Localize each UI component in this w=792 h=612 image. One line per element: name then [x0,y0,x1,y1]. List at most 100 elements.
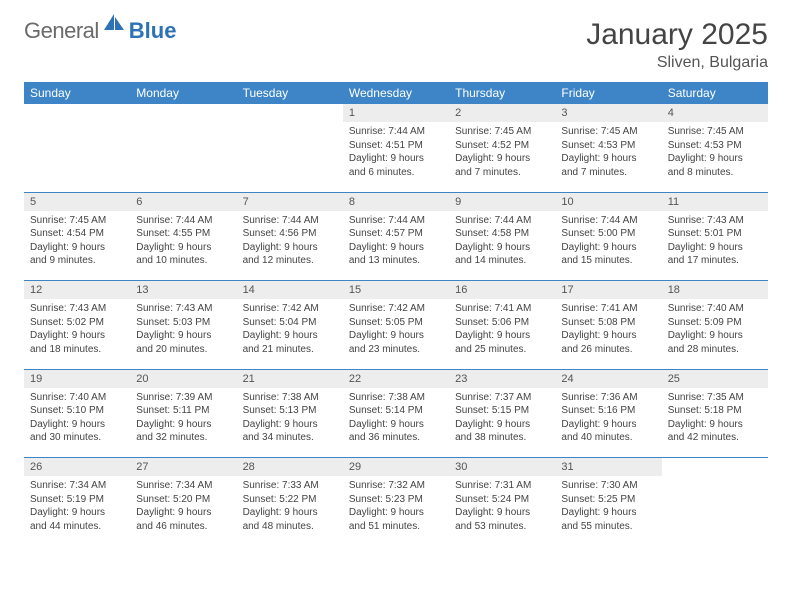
sunset-line: Sunset: 4:57 PM [349,227,443,241]
sunset-value: 5:08 PM [598,317,635,328]
sunset-value: 5:10 PM [67,405,104,416]
day-number: 10 [555,193,661,211]
day-details: Sunrise: 7:44 AMSunset: 4:55 PMDaylight:… [130,211,236,274]
sunrise-line: Sunrise: 7:32 AM [349,479,443,493]
daylight-minutes: 17 [687,255,698,266]
sunset-value: 5:05 PM [386,317,423,328]
day-details: Sunrise: 7:45 AMSunset: 4:53 PMDaylight:… [555,122,661,185]
sunrise-line: Sunrise: 7:45 AM [455,125,549,139]
daylight-line: Daylight: 9 hours and 25 minutes. [455,329,549,356]
sunset-value: 4:53 PM [704,140,741,151]
day-number: 22 [343,370,449,388]
sunset-value: 5:16 PM [598,405,635,416]
day-number: 31 [555,458,661,476]
day-details: Sunrise: 7:41 AMSunset: 5:06 PMDaylight:… [449,299,555,362]
sunrise-value: 7:44 AM [176,215,213,226]
day-number: 27 [130,458,236,476]
daylight-line: Daylight: 9 hours and 14 minutes. [455,241,549,268]
day-number: 8 [343,193,449,211]
daylight-hours: 9 [391,330,397,341]
sunrise-line: Sunrise: 7:44 AM [349,214,443,228]
sunset-line: Sunset: 5:13 PM [243,404,337,418]
day-details: Sunrise: 7:39 AMSunset: 5:11 PMDaylight:… [130,388,236,451]
sunset-line: Sunset: 5:25 PM [561,493,655,507]
daylight-minutes: 40 [581,432,592,443]
daylight-hours: 9 [284,419,290,430]
daylight-hours: 9 [497,507,503,518]
daylight-line: Daylight: 9 hours and 44 minutes. [30,506,124,533]
daylight-hours: 9 [709,419,715,430]
day-details: Sunrise: 7:44 AMSunset: 4:58 PMDaylight:… [449,211,555,274]
sunrise-line: Sunrise: 7:44 AM [349,125,443,139]
day-details: Sunrise: 7:37 AMSunset: 5:15 PMDaylight:… [449,388,555,451]
calendar-cell: 23Sunrise: 7:37 AMSunset: 5:15 PMDayligh… [449,370,555,458]
daylight-minutes: 8 [687,167,693,178]
daylight-minutes: 25 [475,344,486,355]
sunset-line: Sunset: 5:06 PM [455,316,549,330]
weekday-header: Saturday [662,82,768,104]
calendar-cell: 5Sunrise: 7:45 AMSunset: 4:54 PMDaylight… [24,193,130,281]
sunset-line: Sunset: 5:20 PM [136,493,230,507]
daylight-hours: 9 [72,242,78,253]
calendar-cell: 30Sunrise: 7:31 AMSunset: 5:24 PMDayligh… [449,458,555,546]
daylight-hours: 9 [603,419,609,430]
daylight-minutes: 26 [581,344,592,355]
sunrise-value: 7:43 AM [707,215,744,226]
sunrise-line: Sunrise: 7:44 AM [455,214,549,228]
daylight-minutes: 51 [368,521,379,532]
day-number: 15 [343,281,449,299]
calendar-cell: 4Sunrise: 7:45 AMSunset: 4:53 PMDaylight… [662,104,768,192]
sunrise-line: Sunrise: 7:33 AM [243,479,337,493]
daylight-hours: 9 [391,507,397,518]
day-details: Sunrise: 7:30 AMSunset: 5:25 PMDaylight:… [555,476,661,539]
day-details: Sunrise: 7:44 AMSunset: 5:00 PMDaylight:… [555,211,661,274]
daylight-hours: 9 [497,419,503,430]
daylight-minutes: 42 [687,432,698,443]
calendar-cell: 13Sunrise: 7:43 AMSunset: 5:03 PMDayligh… [130,281,236,369]
day-number: 13 [130,281,236,299]
sunset-line: Sunset: 5:03 PM [136,316,230,330]
sunset-line: Sunset: 4:55 PM [136,227,230,241]
sunset-line: Sunset: 4:58 PM [455,227,549,241]
sunset-line: Sunset: 5:16 PM [561,404,655,418]
sunset-value: 5:09 PM [704,317,741,328]
sunrise-line: Sunrise: 7:44 AM [243,214,337,228]
sunset-value: 5:25 PM [598,494,635,505]
sunrise-line: Sunrise: 7:39 AM [136,391,230,405]
sunrise-value: 7:43 AM [176,303,213,314]
sunrise-value: 7:44 AM [388,126,425,137]
weekday-header: Tuesday [237,82,343,104]
sunset-value: 5:18 PM [704,405,741,416]
daylight-hours: 9 [178,330,184,341]
daylight-line: Daylight: 9 hours and 53 minutes. [455,506,549,533]
sunrise-line: Sunrise: 7:34 AM [30,479,124,493]
day-number: 5 [24,193,130,211]
calendar-week-row: 5Sunrise: 7:45 AMSunset: 4:54 PMDaylight… [24,193,768,281]
sunrise-value: 7:45 AM [601,126,638,137]
sunrise-value: 7:42 AM [388,303,425,314]
calendar-cell: 11Sunrise: 7:43 AMSunset: 5:01 PMDayligh… [662,193,768,281]
day-details: Sunrise: 7:43 AMSunset: 5:01 PMDaylight:… [662,211,768,274]
daylight-hours: 9 [603,242,609,253]
sunrise-line: Sunrise: 7:30 AM [561,479,655,493]
weekday-header: Friday [555,82,661,104]
daylight-line: Daylight: 9 hours and 7 minutes. [455,152,549,179]
calendar-week-row: 26Sunrise: 7:34 AMSunset: 5:19 PMDayligh… [24,458,768,546]
day-details: Sunrise: 7:44 AMSunset: 4:57 PMDaylight:… [343,211,449,274]
sunrise-line: Sunrise: 7:45 AM [30,214,124,228]
sunrise-value: 7:34 AM [69,480,106,491]
brand-text-2: Blue [129,18,177,44]
calendar-cell: 6Sunrise: 7:44 AMSunset: 4:55 PMDaylight… [130,193,236,281]
sunrise-value: 7:38 AM [282,392,319,403]
calendar-cell [237,104,343,192]
sunset-line: Sunset: 5:00 PM [561,227,655,241]
sunset-value: 5:00 PM [598,228,635,239]
sunrise-value: 7:40 AM [707,303,744,314]
sunset-line: Sunset: 5:14 PM [349,404,443,418]
sunset-value: 5:13 PM [279,405,316,416]
calendar-cell: 22Sunrise: 7:38 AMSunset: 5:14 PMDayligh… [343,370,449,458]
calendar-cell: 8Sunrise: 7:44 AMSunset: 4:57 PMDaylight… [343,193,449,281]
sunset-value: 4:57 PM [386,228,423,239]
calendar-cell: 27Sunrise: 7:34 AMSunset: 5:20 PMDayligh… [130,458,236,546]
daylight-line: Daylight: 9 hours and 17 minutes. [668,241,762,268]
